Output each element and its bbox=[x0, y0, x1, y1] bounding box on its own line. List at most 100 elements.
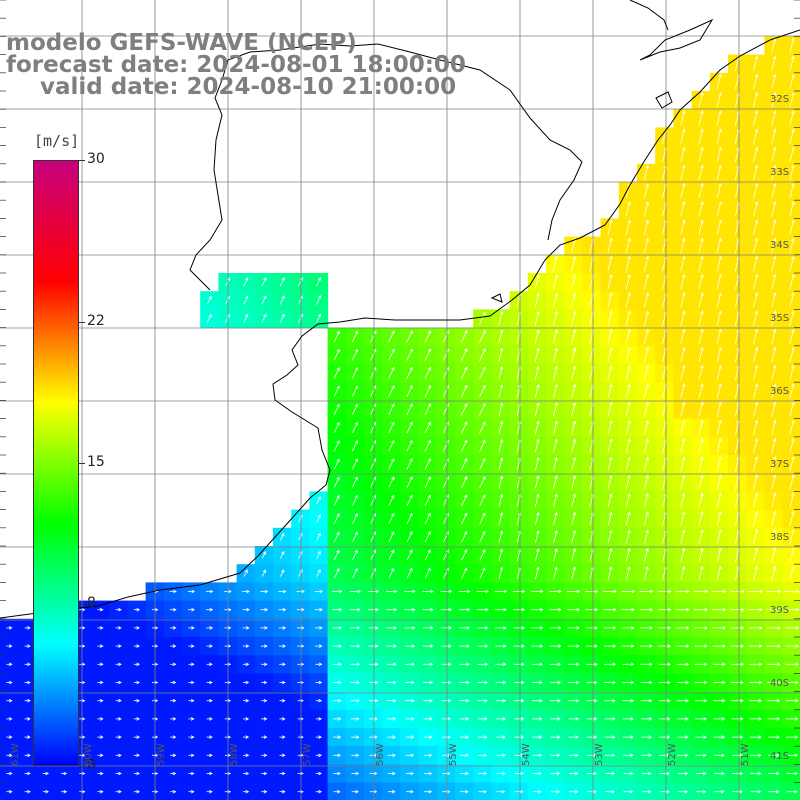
wind-arrow bbox=[534, 329, 540, 344]
wind-arrow-head bbox=[503, 626, 507, 630]
colorbar-tick-label: 8 bbox=[87, 595, 96, 612]
field-cell bbox=[382, 473, 401, 492]
wind-arrow-head bbox=[172, 789, 177, 794]
wind-arrow bbox=[461, 494, 468, 507]
wind-arrow-head bbox=[554, 493, 558, 498]
longitude-label: 58W bbox=[229, 743, 240, 766]
wind-arrow bbox=[498, 403, 503, 416]
wind-arrow bbox=[753, 420, 758, 436]
wind-arrow-head bbox=[791, 474, 795, 479]
field-cell bbox=[327, 455, 347, 474]
colorbar-tick-mark bbox=[79, 463, 85, 464]
wind-arrow bbox=[534, 311, 540, 326]
field-cell bbox=[382, 400, 401, 420]
wind-arrow bbox=[789, 402, 794, 417]
wind-arrow-head bbox=[754, 529, 759, 533]
wind-arrow-head bbox=[427, 530, 431, 535]
wind-arrow-head bbox=[536, 566, 540, 571]
field-cell bbox=[309, 291, 329, 310]
wind-arrow-head bbox=[465, 717, 470, 721]
field-cell bbox=[345, 364, 365, 383]
wind-arrow bbox=[662, 256, 667, 272]
wind-arrow-head bbox=[754, 492, 759, 497]
wind-arrow bbox=[680, 274, 685, 290]
wind-arrow-head bbox=[356, 662, 361, 667]
wind-arrow bbox=[279, 295, 285, 305]
wind-arrow-head bbox=[773, 274, 777, 278]
wind-arrow bbox=[716, 438, 722, 454]
wind-arrow-head bbox=[264, 607, 269, 612]
wind-arrow-head bbox=[791, 255, 795, 260]
wind-arrow-head bbox=[409, 567, 413, 572]
wind-arrow-head bbox=[794, 771, 798, 776]
wind-arrow-head bbox=[8, 789, 13, 794]
wind-arrow bbox=[753, 56, 758, 72]
field-cell bbox=[400, 491, 420, 511]
field-cell bbox=[400, 509, 420, 529]
wind-arrow-head bbox=[773, 437, 777, 442]
wind-arrow-head bbox=[773, 237, 777, 242]
wind-arrow-head bbox=[795, 626, 800, 630]
wind-arrow-head bbox=[154, 626, 159, 630]
wind-arrow bbox=[498, 311, 503, 326]
wind-arrow-head bbox=[317, 313, 322, 318]
wind-arrow bbox=[352, 458, 358, 470]
wind-arrow bbox=[534, 421, 539, 435]
wind-arrow-head bbox=[299, 550, 303, 555]
wind-arrow-head bbox=[136, 680, 140, 685]
wind-arrow bbox=[316, 569, 321, 578]
wind-arrow-head bbox=[645, 511, 649, 516]
wind-arrow-head bbox=[227, 626, 232, 630]
wind-arrow bbox=[479, 567, 486, 579]
longitude-label: 61W bbox=[10, 743, 21, 766]
colorbar-tick-mark bbox=[79, 604, 85, 606]
wind-arrow-head bbox=[700, 110, 704, 115]
wind-arrow-head bbox=[718, 255, 722, 260]
wind-arrow-head bbox=[627, 310, 631, 315]
wind-arrow-head bbox=[318, 680, 323, 685]
wind-arrow-head bbox=[209, 626, 214, 630]
wind-arrow-head bbox=[27, 789, 31, 794]
wind-arrow-head bbox=[795, 644, 800, 648]
wind-arrow-head bbox=[608, 529, 613, 534]
wind-arrow-head bbox=[718, 274, 722, 278]
wind-arrow-head bbox=[609, 292, 613, 297]
wind-arrow-head bbox=[682, 219, 686, 224]
field-cell bbox=[309, 509, 329, 529]
lakes-brazil bbox=[629, 0, 669, 31]
wind-arrow-head bbox=[190, 662, 195, 667]
wind-arrow-head bbox=[317, 514, 321, 519]
field-cell bbox=[382, 564, 401, 583]
wind-arrow bbox=[607, 220, 612, 235]
wind-arrow bbox=[789, 38, 794, 53]
wind-arrow-head bbox=[499, 347, 504, 352]
wind-arrow bbox=[607, 402, 612, 417]
wind-arrow-head bbox=[721, 735, 726, 739]
wind-arrow-head bbox=[627, 456, 631, 461]
wind-arrow-head bbox=[773, 255, 777, 260]
wind-arrow bbox=[388, 476, 395, 488]
wind-arrow-head bbox=[427, 567, 431, 572]
wind-arrow-head bbox=[718, 529, 722, 534]
wind-arrow-head bbox=[791, 164, 795, 169]
wind-arrow-head bbox=[483, 717, 488, 721]
wind-arrow bbox=[352, 422, 358, 434]
wind-arrow bbox=[716, 329, 722, 345]
wind-arrow-head bbox=[354, 348, 359, 353]
field-cell bbox=[436, 527, 456, 547]
wind-arrow-head bbox=[739, 735, 744, 739]
wind-arrow bbox=[280, 569, 285, 577]
wind-arrow-head bbox=[666, 771, 670, 776]
field-cell bbox=[273, 546, 292, 565]
longitude-label: 56W bbox=[375, 743, 386, 766]
wind-arrow bbox=[534, 402, 539, 417]
wind-arrow-head bbox=[627, 493, 631, 497]
wind-arrow bbox=[753, 292, 758, 308]
wind-arrow bbox=[680, 129, 685, 144]
wind-arrow bbox=[351, 404, 358, 415]
wind-arrow-head bbox=[391, 366, 395, 371]
wind-arrow-head bbox=[718, 456, 722, 461]
wind-arrow bbox=[625, 347, 631, 363]
field-cell bbox=[455, 382, 474, 401]
